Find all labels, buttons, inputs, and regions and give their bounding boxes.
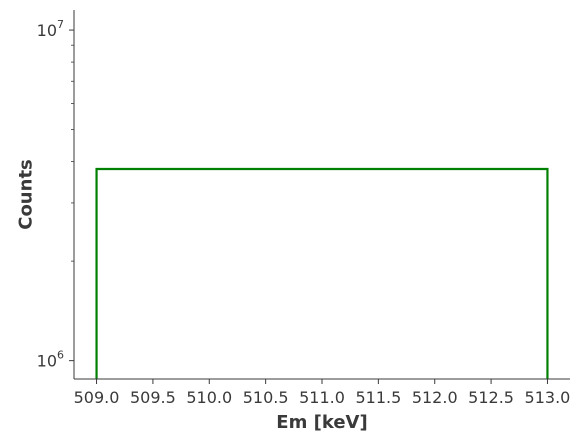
plot-series [95, 167, 549, 379]
y-axis-ticks: 106 107 [37, 18, 74, 371]
y-tick-label: 107 [37, 18, 64, 40]
x-tick-label: 511.0 [299, 388, 345, 407]
x-tick-label: 509.0 [74, 388, 120, 407]
x-tick-label: 512.0 [412, 388, 458, 407]
x-tick-label: 510.0 [186, 388, 232, 407]
x-axis-label: Em [keV] [276, 412, 367, 433]
x-tick-label: 513.0 [525, 388, 571, 407]
x-axis-ticks: 509.0 509.5 510.0 510.5 511.0 511.5 512.0 512.5… [74, 379, 571, 407]
y-tick-label: 106 [37, 349, 64, 371]
series-line [95, 167, 549, 379]
x-tick-label: 510.5 [243, 388, 289, 407]
x-tick-label: 509.5 [130, 388, 176, 407]
x-tick-label: 512.5 [468, 388, 514, 407]
x-tick-label: 511.5 [355, 388, 401, 407]
y-axis-label: Counts [15, 159, 36, 230]
